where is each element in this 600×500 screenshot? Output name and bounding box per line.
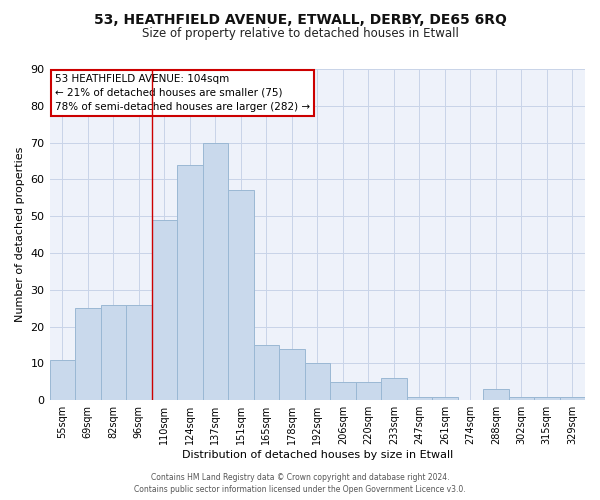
Bar xyxy=(75,308,101,400)
Bar xyxy=(279,348,305,400)
Bar xyxy=(228,190,254,400)
X-axis label: Distribution of detached houses by size in Etwall: Distribution of detached houses by size … xyxy=(182,450,453,460)
Bar xyxy=(330,382,356,400)
Text: 53 HEATHFIELD AVENUE: 104sqm
← 21% of detached houses are smaller (75)
78% of se: 53 HEATHFIELD AVENUE: 104sqm ← 21% of de… xyxy=(55,74,310,112)
Text: Size of property relative to detached houses in Etwall: Size of property relative to detached ho… xyxy=(142,28,458,40)
Bar xyxy=(483,389,509,400)
Bar xyxy=(407,396,432,400)
Bar xyxy=(50,360,75,400)
Bar xyxy=(254,345,279,400)
Bar xyxy=(152,220,177,400)
Bar xyxy=(381,378,407,400)
Bar xyxy=(534,396,560,400)
Bar xyxy=(177,164,203,400)
Bar xyxy=(126,304,152,400)
Text: 53, HEATHFIELD AVENUE, ETWALL, DERBY, DE65 6RQ: 53, HEATHFIELD AVENUE, ETWALL, DERBY, DE… xyxy=(94,12,506,26)
Bar xyxy=(560,396,585,400)
Bar xyxy=(432,396,458,400)
Bar xyxy=(203,142,228,400)
Bar xyxy=(305,364,330,400)
Y-axis label: Number of detached properties: Number of detached properties xyxy=(15,147,25,322)
Bar xyxy=(356,382,381,400)
Bar xyxy=(101,304,126,400)
Text: Contains HM Land Registry data © Crown copyright and database right 2024.
Contai: Contains HM Land Registry data © Crown c… xyxy=(134,472,466,494)
Bar xyxy=(509,396,534,400)
